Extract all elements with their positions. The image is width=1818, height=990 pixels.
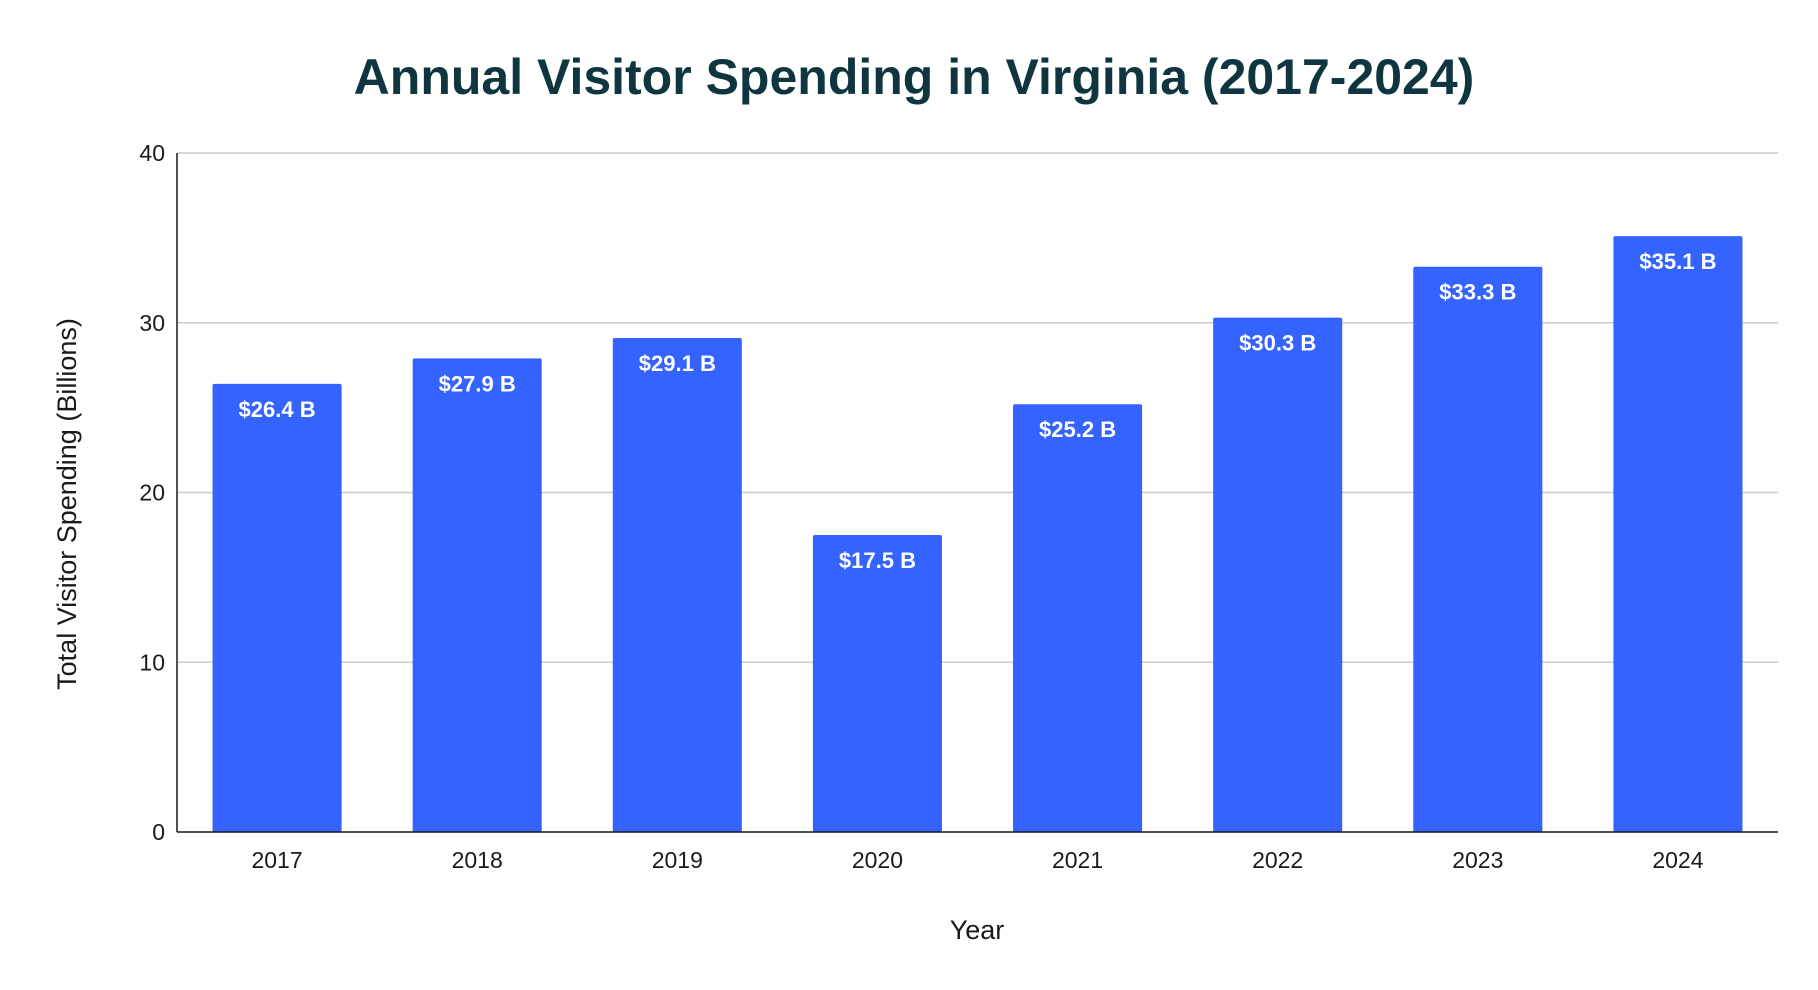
data-label-2024: $35.1 B <box>1639 249 1716 274</box>
x-axis-title: Year <box>950 915 1005 945</box>
x-tick-label-2024: 2024 <box>1652 847 1703 873</box>
bar-2024 <box>1613 236 1743 833</box>
y-tick-label: 10 <box>139 649 165 675</box>
data-label-2020: $17.5 B <box>839 548 916 573</box>
data-label-2019: $29.1 B <box>639 351 716 376</box>
x-tick-label-2020: 2020 <box>852 847 903 873</box>
data-label-2021: $25.2 B <box>1039 417 1116 442</box>
chart-title: Annual Visitor Spending in Virginia (201… <box>354 49 1475 105</box>
bar-2022 <box>1213 317 1343 833</box>
x-tick-label-2022: 2022 <box>1252 847 1303 873</box>
x-axis-ticks: 2017 2018 2019 2020 2021 2022 2023 2024 <box>251 847 1703 873</box>
bar-2019 <box>612 338 742 832</box>
x-tick-label-2019: 2019 <box>652 847 703 873</box>
x-tick-label-2023: 2023 <box>1452 847 1503 873</box>
data-label-2022: $30.3 B <box>1239 331 1316 356</box>
data-label-2018: $27.9 B <box>439 371 516 396</box>
y-axis-ticks: 0 10 20 30 40 <box>139 140 165 845</box>
bar-2023 <box>1413 266 1543 832</box>
data-label-2023: $33.3 B <box>1439 280 1516 305</box>
bar-2020 <box>812 534 942 832</box>
x-tick-label-2017: 2017 <box>251 847 302 873</box>
x-tick-label-2021: 2021 <box>1052 847 1103 873</box>
y-axis-title: Total Visitor Spending (Billions) <box>52 318 82 690</box>
bars <box>212 236 1743 833</box>
y-tick-label: 20 <box>139 480 165 506</box>
y-tick-label: 40 <box>139 140 165 166</box>
data-labels: $26.4 B $27.9 B $29.1 B $17.5 B $25.2 B $30.3… <box>239 249 1717 573</box>
bar-2021 <box>1013 404 1143 832</box>
data-label-2017: $26.4 B <box>239 397 316 422</box>
y-tick-label: 0 <box>152 819 165 845</box>
y-tick-label: 30 <box>139 310 165 336</box>
bar-2018 <box>412 358 542 832</box>
bar-2017 <box>212 383 342 832</box>
x-tick-label-2018: 2018 <box>452 847 503 873</box>
